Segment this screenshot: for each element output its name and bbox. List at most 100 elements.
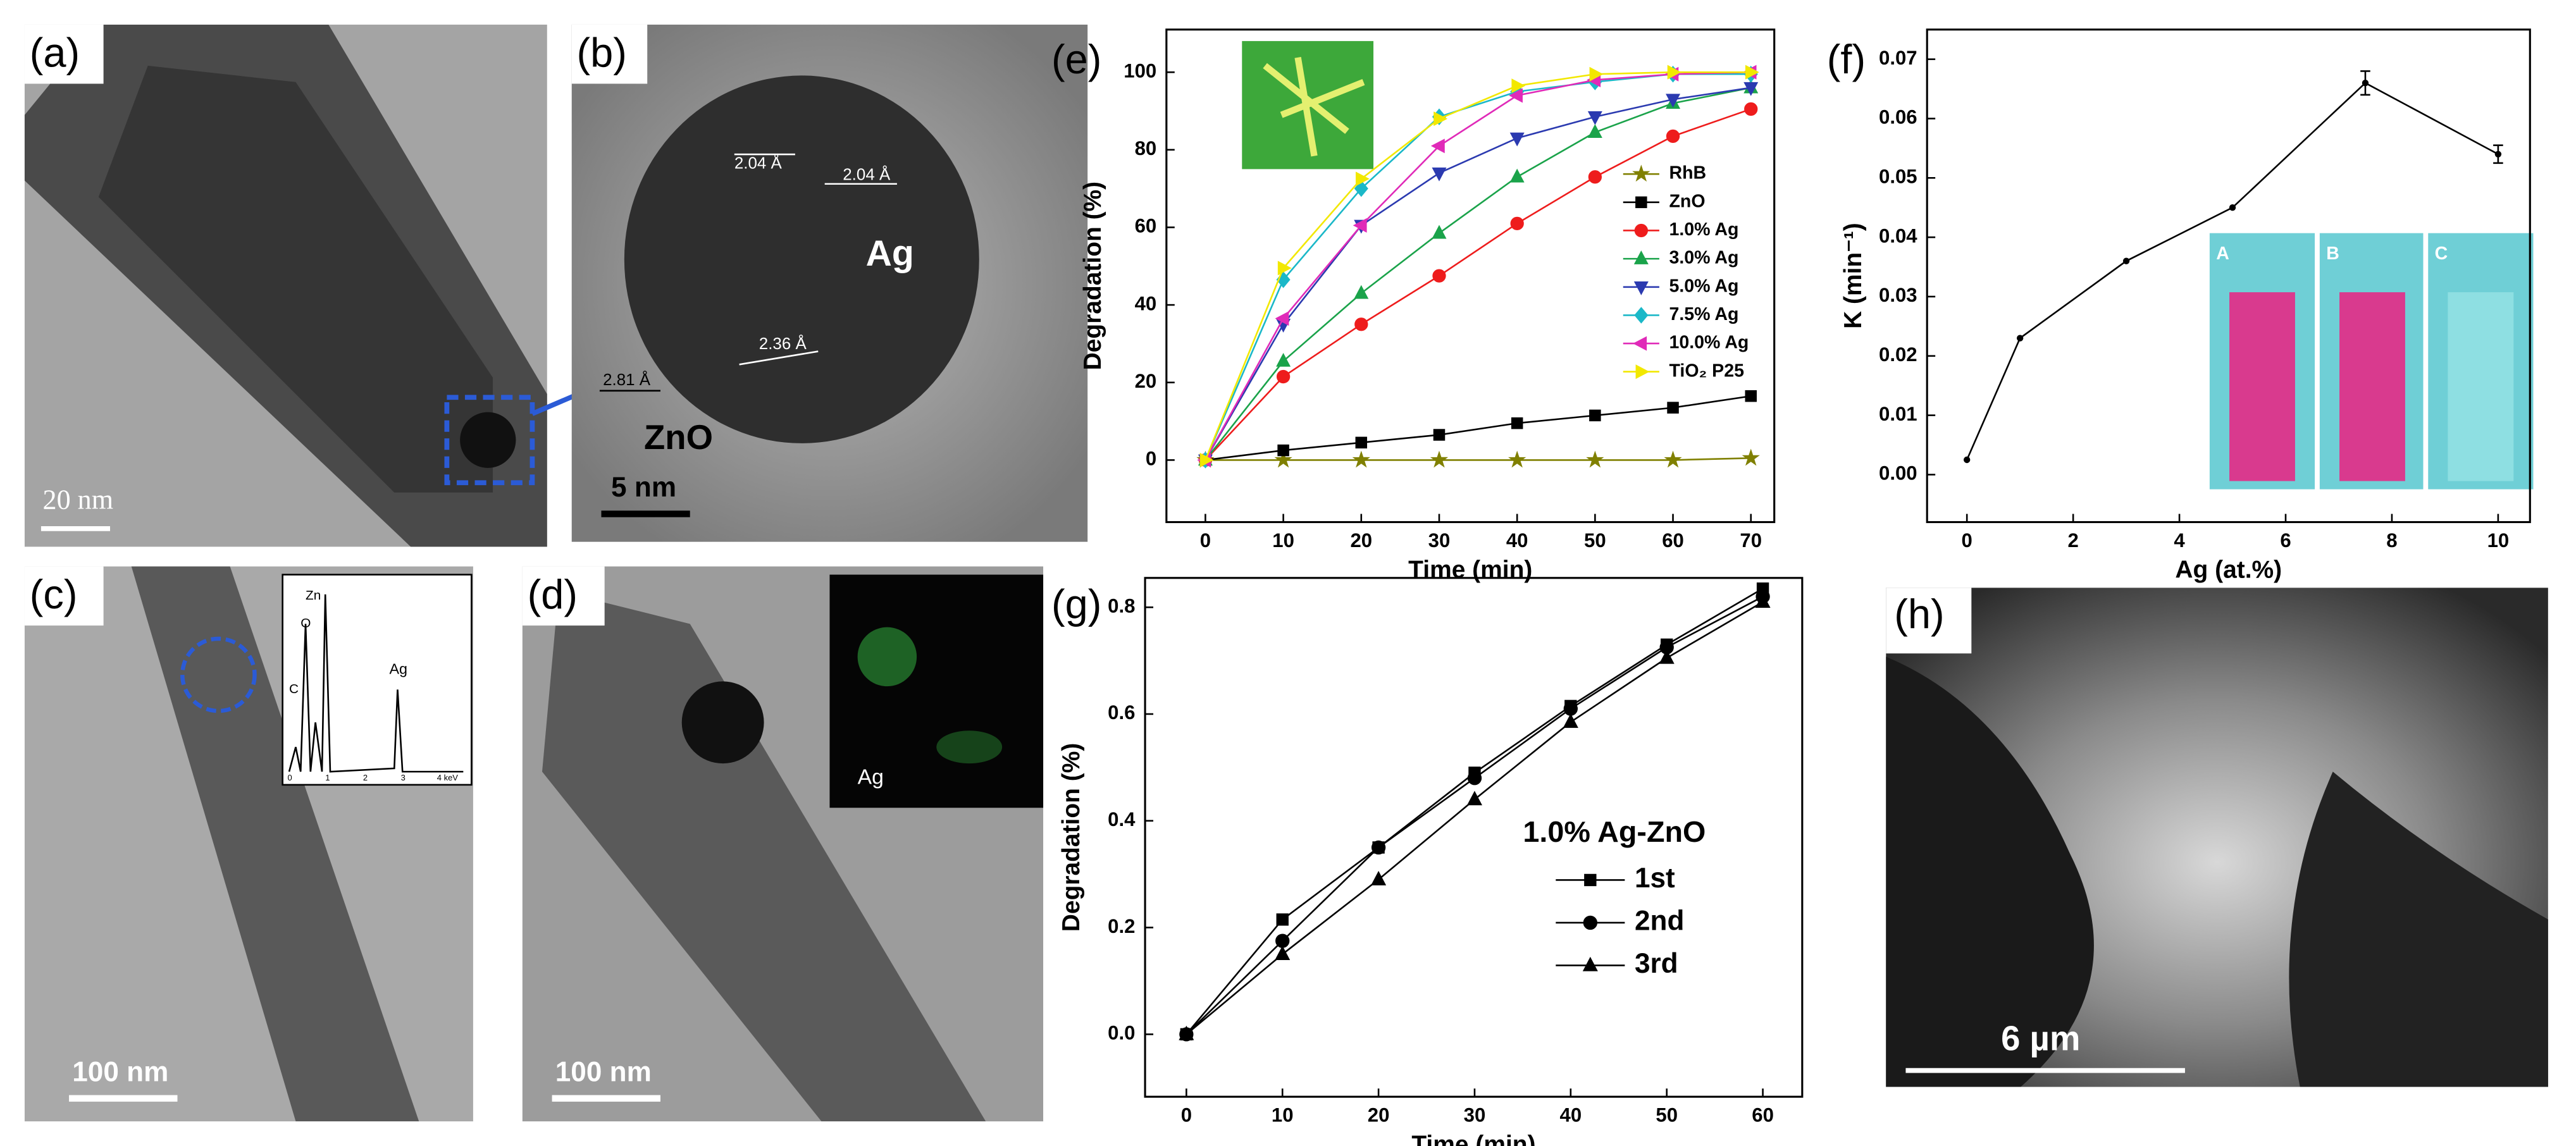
panel-label: (a) — [30, 29, 80, 75]
lattice-spacing: 2.04 Å — [843, 165, 891, 184]
marker — [1354, 180, 1368, 197]
eds-peak: Zn — [306, 588, 321, 603]
legend-label: 3rd — [1635, 948, 1678, 979]
marker — [1963, 456, 1971, 464]
marker — [1354, 317, 1368, 331]
marker — [1745, 65, 1759, 80]
x-tick-label: 6 — [2280, 529, 2291, 551]
series-line — [1205, 457, 1751, 461]
marker — [1179, 1025, 1194, 1040]
marker — [1586, 450, 1604, 468]
marker — [1356, 171, 1370, 187]
scale-bar: 100 nm — [555, 1056, 652, 1087]
marker — [2494, 151, 2502, 157]
eds-peak: Ag — [389, 660, 407, 677]
marker — [1354, 285, 1369, 299]
cuvette-inset: A B C — [2209, 233, 2534, 490]
legend-marker — [1635, 196, 1647, 209]
marker — [1744, 102, 1758, 116]
marker — [2362, 79, 2369, 87]
y-tick-label: 0.05 — [1879, 166, 1917, 188]
panel-a: (a) 20 nm — [24, 24, 638, 547]
marker — [1355, 436, 1368, 449]
legend-label: 3.0% Ag — [1669, 248, 1738, 268]
plot-frame — [1165, 28, 1776, 524]
map-label: Ag — [858, 765, 884, 789]
x-tick-label: 10 — [1272, 1104, 1294, 1126]
panel-d: (d) Ag 100 nm — [522, 566, 1044, 1122]
x-tick-label: 30 — [1428, 529, 1451, 551]
matrix-label: ZnO — [644, 418, 713, 457]
marker — [1755, 593, 1771, 608]
legend-marker — [1632, 164, 1650, 182]
marker — [1664, 450, 1682, 468]
eds-peak: O — [300, 616, 311, 631]
y-tick-label: 0.06 — [1879, 106, 1917, 128]
legend-marker — [1584, 873, 1597, 887]
x-tick-label: 0 — [1962, 529, 1972, 551]
plot-frame — [1926, 28, 2531, 524]
eds-axis: 4 keV — [437, 773, 459, 782]
y-tick-label: 0.0 — [1108, 1022, 1135, 1044]
series-line — [1204, 87, 1751, 461]
x-tick-label: 70 — [1740, 529, 1762, 551]
panel-label: (f) — [1827, 36, 1866, 82]
marker — [1587, 111, 1602, 125]
lattice-spacing: 2.36 Å — [759, 334, 807, 353]
panel-label: (h) — [1894, 591, 1944, 637]
x-tick-label: 30 — [1464, 1104, 1486, 1126]
panel-label: (c) — [30, 571, 78, 617]
y-axis-label: Degradation (%) — [1079, 182, 1106, 370]
panel-label: (b) — [577, 29, 627, 75]
series-line — [1204, 71, 1751, 460]
legend-marker — [1582, 956, 1598, 971]
y-tick-label: 0.03 — [1879, 284, 1917, 306]
marker — [1276, 352, 1291, 367]
panel-c: (c) Zn O C Ag 0 1 2 3 4 keV 100 nm — [24, 566, 473, 1122]
marker — [1433, 429, 1446, 441]
marker — [1352, 450, 1370, 468]
legend-label: 5.0% Ag — [1669, 276, 1738, 296]
marker — [2122, 257, 2130, 264]
legend-label: 7.5% Ag — [1669, 304, 1738, 324]
marker — [1511, 417, 1523, 429]
marker — [1353, 218, 1367, 233]
x-tick-label: 50 — [1584, 529, 1606, 551]
y-tick-label: 0.4 — [1108, 808, 1136, 830]
x-axis-label: Time (min) — [1408, 557, 1532, 584]
y-tick-label: 20 — [1135, 370, 1157, 392]
x-tick-label: 0 — [1181, 1104, 1192, 1126]
cuvette-label: C — [2435, 243, 2448, 264]
x-axis-label: Time (min) — [1411, 1131, 1535, 1146]
marker — [1588, 170, 1602, 184]
y-tick-label: 0.6 — [1108, 701, 1135, 724]
scale-bar: 5 nm — [611, 472, 676, 503]
marker — [1434, 111, 1448, 126]
marker — [1589, 409, 1601, 422]
marker — [1563, 701, 1578, 716]
eds-axis: 0 — [287, 773, 292, 782]
panel-b: (b) 2.04 Å 2.04 Å 2.36 Å 2.81 Å Ag ZnO 5… — [571, 24, 1088, 542]
marker — [1509, 168, 1525, 183]
legend-label: 10.0% Ag — [1669, 333, 1749, 353]
marker — [1589, 66, 1604, 82]
marker — [1508, 450, 1526, 468]
x-tick-label: 40 — [1560, 1104, 1582, 1126]
series-line — [1204, 71, 1751, 461]
x-tick-label: 20 — [1350, 529, 1372, 551]
marker — [1275, 933, 1290, 948]
legend-title: 1.0% Ag-ZnO — [1523, 815, 1706, 848]
lattice-spacing: 2.04 Å — [734, 153, 783, 172]
legend-label: 1.0% Ag — [1669, 219, 1738, 240]
marker — [1371, 840, 1386, 855]
legend-marker — [1633, 281, 1649, 295]
panel-label: (g) — [1051, 581, 1101, 627]
scale-bar: 100 nm — [72, 1056, 168, 1087]
series-line — [1205, 395, 1751, 461]
x-tick-label: 4 — [2174, 529, 2185, 551]
scale-bar: 20 nm — [43, 484, 114, 515]
legend-label: RhB — [1669, 163, 1706, 183]
legend-marker — [1634, 307, 1649, 324]
marker — [1430, 450, 1449, 468]
marker — [1466, 791, 1482, 806]
